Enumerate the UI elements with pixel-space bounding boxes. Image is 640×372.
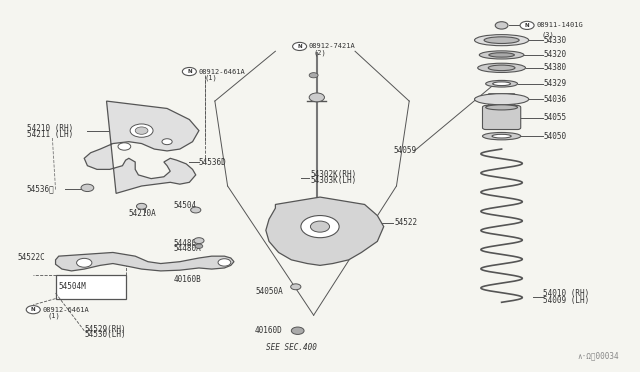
Text: 54302K(RH): 54302K(RH): [310, 170, 356, 179]
Text: (1): (1): [48, 313, 61, 319]
Text: 54210 (RH): 54210 (RH): [27, 124, 73, 133]
Text: (2): (2): [314, 50, 326, 56]
Text: 54504M: 54504M: [59, 282, 86, 291]
Ellipse shape: [477, 63, 525, 73]
Text: 54320: 54320: [543, 51, 566, 60]
Text: 54055: 54055: [543, 113, 566, 122]
Text: 08912-6461A: 08912-6461A: [43, 307, 90, 313]
Text: (1): (1): [204, 75, 217, 81]
Text: 54530(LH): 54530(LH): [84, 330, 126, 339]
Text: 54480A: 54480A: [173, 244, 201, 253]
Circle shape: [130, 124, 153, 137]
Text: 54010 (RH): 54010 (RH): [543, 289, 589, 298]
Polygon shape: [84, 101, 199, 193]
Circle shape: [309, 93, 324, 102]
Text: (3): (3): [541, 31, 554, 38]
Ellipse shape: [492, 134, 511, 138]
Circle shape: [309, 73, 318, 78]
Circle shape: [291, 284, 301, 290]
Text: 54380: 54380: [543, 63, 566, 72]
Circle shape: [191, 207, 201, 213]
Circle shape: [81, 184, 94, 192]
Text: N: N: [298, 44, 302, 49]
Text: 54522C: 54522C: [17, 253, 45, 263]
Text: 54522: 54522: [394, 218, 418, 227]
Circle shape: [26, 306, 40, 314]
Ellipse shape: [474, 94, 529, 105]
Text: N: N: [31, 307, 36, 312]
Text: 54504: 54504: [173, 201, 196, 210]
Text: 40160B: 40160B: [173, 275, 201, 283]
Text: 54480: 54480: [173, 239, 196, 248]
Circle shape: [495, 22, 508, 29]
Text: 54050A: 54050A: [255, 287, 283, 296]
FancyBboxPatch shape: [483, 106, 521, 129]
Circle shape: [195, 244, 203, 248]
Text: 08912-6461A: 08912-6461A: [199, 68, 246, 74]
Text: 54036: 54036: [543, 95, 566, 104]
Text: 54536D: 54536D: [199, 157, 227, 167]
Text: 54329: 54329: [543, 79, 566, 88]
Text: 54529(RH): 54529(RH): [84, 325, 126, 334]
Circle shape: [218, 259, 231, 266]
Circle shape: [118, 143, 131, 150]
Text: 54210A: 54210A: [129, 209, 157, 218]
Text: 54330: 54330: [543, 36, 566, 45]
Text: N: N: [187, 69, 192, 74]
Circle shape: [77, 259, 92, 267]
Circle shape: [291, 327, 304, 334]
Circle shape: [162, 139, 172, 145]
Circle shape: [135, 127, 148, 134]
Ellipse shape: [486, 105, 518, 110]
Ellipse shape: [489, 53, 515, 57]
Ellipse shape: [484, 37, 519, 44]
Text: ∧·Ω⁄00034: ∧·Ω⁄00034: [578, 351, 620, 360]
Text: SEE SEC.400: SEE SEC.400: [266, 343, 317, 352]
Circle shape: [292, 42, 307, 51]
Ellipse shape: [474, 35, 529, 46]
Circle shape: [520, 21, 534, 29]
Text: 54050: 54050: [543, 132, 566, 141]
Polygon shape: [483, 94, 521, 105]
Ellipse shape: [488, 65, 515, 71]
Text: 54059: 54059: [394, 147, 417, 155]
Polygon shape: [266, 197, 384, 265]
Circle shape: [310, 221, 330, 232]
FancyBboxPatch shape: [56, 275, 125, 299]
Text: 54303K(LH): 54303K(LH): [310, 176, 356, 185]
Ellipse shape: [483, 132, 521, 140]
Text: 08911-1401G: 08911-1401G: [537, 22, 584, 28]
Circle shape: [136, 203, 147, 209]
Circle shape: [182, 67, 196, 76]
Text: 54211 (LH): 54211 (LH): [27, 130, 73, 139]
Text: N: N: [525, 23, 529, 28]
Circle shape: [301, 215, 339, 238]
Text: 40160D: 40160D: [255, 326, 283, 335]
Ellipse shape: [486, 80, 518, 87]
Text: 54009 (LH): 54009 (LH): [543, 296, 589, 305]
Circle shape: [194, 238, 204, 244]
Text: 54536Ⅱ: 54536Ⅱ: [27, 184, 54, 193]
Polygon shape: [56, 253, 234, 271]
Ellipse shape: [479, 51, 524, 59]
Ellipse shape: [493, 82, 511, 86]
Text: 08912-7421A: 08912-7421A: [308, 44, 355, 49]
